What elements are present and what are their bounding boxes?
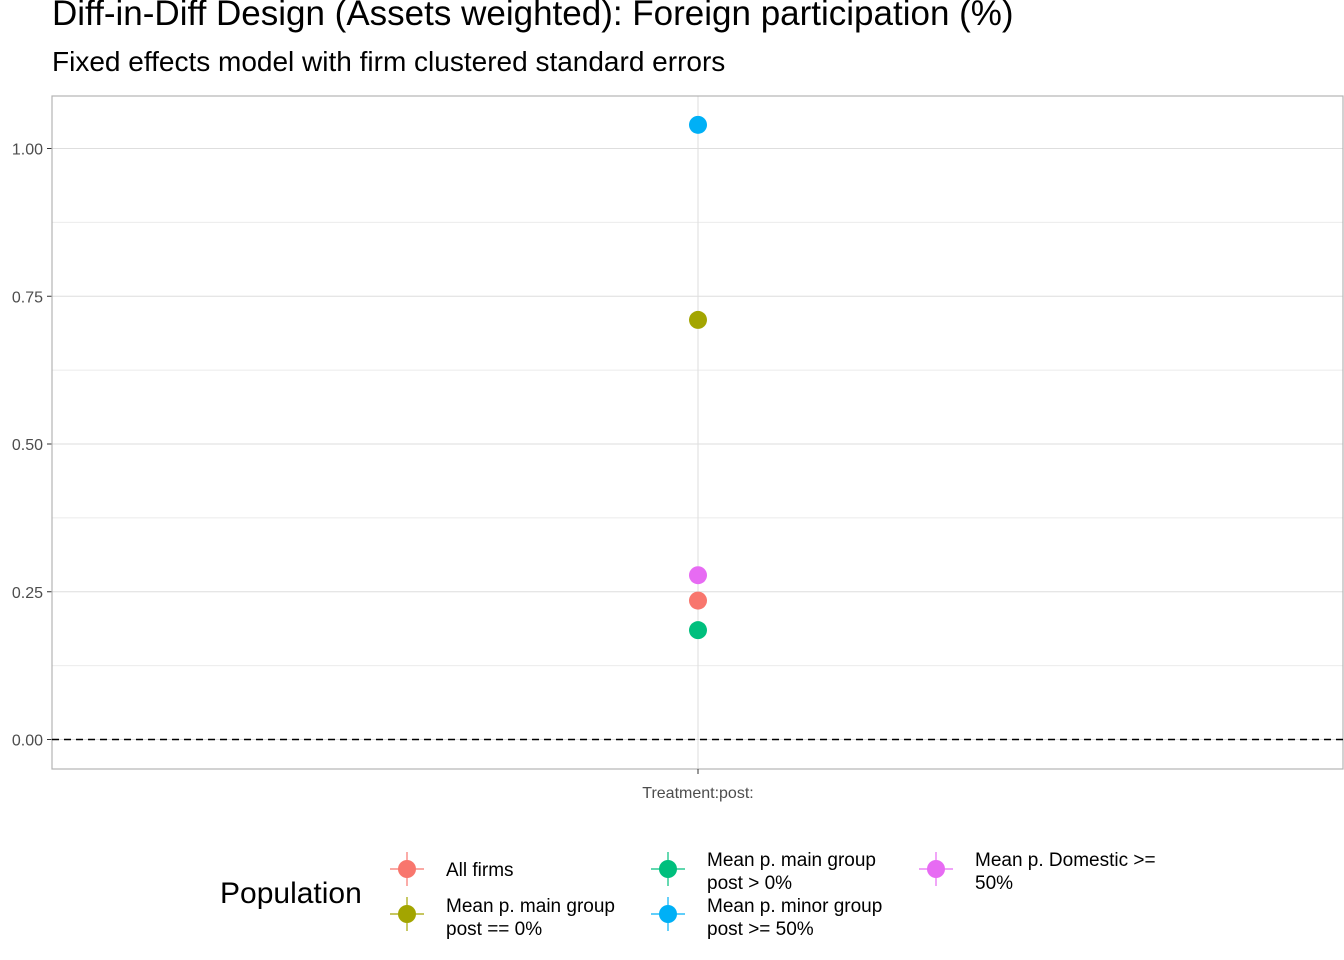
legend-key-point [659, 860, 677, 878]
legend-label: Mean p. Domestic >= 50% [975, 850, 1156, 894]
legend-key-point [659, 905, 677, 923]
legend-title: Population [220, 877, 362, 910]
y-tick-label: 0.50 [12, 437, 43, 454]
legend-item: Mean p. main group post == 0% [390, 896, 615, 940]
grid-layer [52, 96, 1343, 769]
data-point [689, 310, 707, 329]
chart-title: Diff-in-Diff Design (Assets weighted): F… [52, 0, 1014, 33]
legend-key-point [398, 860, 416, 878]
legend-item: All firms [390, 852, 514, 886]
legend-label: Mean p. minor group post >= 50% [707, 896, 882, 940]
legend-key-point [398, 905, 416, 923]
data-point [689, 591, 707, 610]
legend: Population All firms Mean p. main group pos… [220, 850, 1156, 940]
y-tick-label: 0.25 [12, 585, 43, 602]
data-point [689, 115, 707, 134]
chart-subtitle: Fixed effects model with firm clustered … [52, 46, 726, 77]
legend-label: Mean p. main group post == 0% [446, 896, 615, 940]
legend-item: Mean p. main group post > 0% [651, 850, 876, 894]
legend-label: All firms [446, 860, 514, 881]
y-tick-label: 0.00 [12, 733, 43, 750]
marks-layer [52, 115, 1343, 741]
axis-layer: 0.00 0.25 0.50 0.75 1.00 Treatment:post: [12, 95, 1344, 802]
legend-label: Mean p. main group post > 0% [707, 850, 876, 894]
legend-item: Mean p. Domestic >= 50% [919, 850, 1156, 894]
y-tick-label: 1.00 [12, 142, 43, 159]
data-point [689, 621, 707, 640]
x-tick-label: Treatment:post: [642, 785, 753, 802]
legend-key-point [927, 860, 945, 878]
y-tick-label: 0.75 [12, 289, 43, 306]
legend-item: Mean p. minor group post >= 50% [651, 896, 882, 940]
data-point [689, 566, 707, 585]
